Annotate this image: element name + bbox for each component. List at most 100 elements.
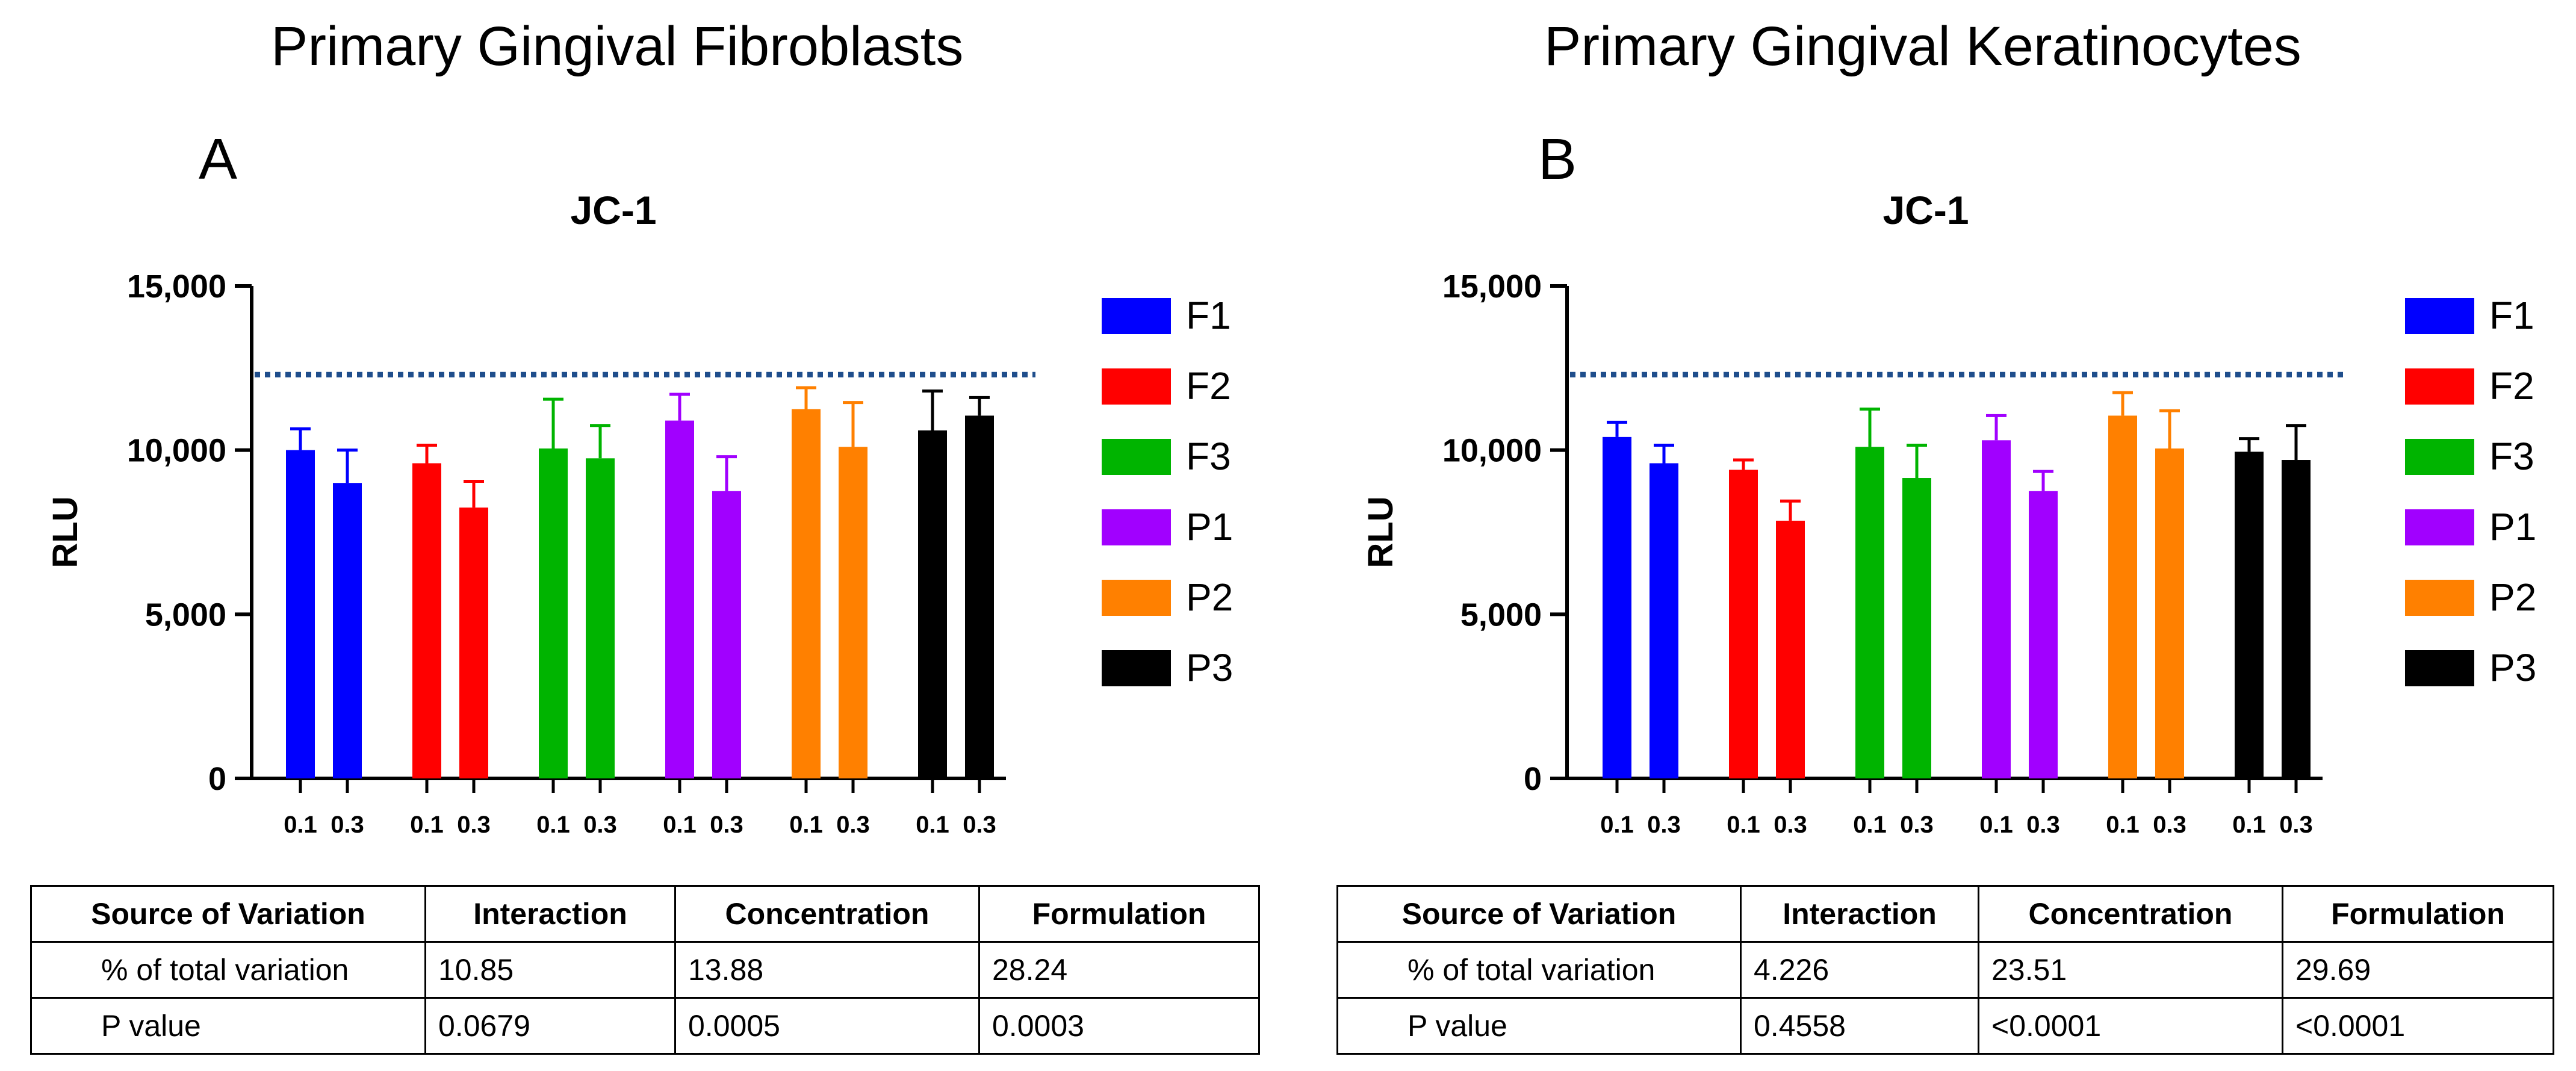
x-tick-label: 0.1	[284, 812, 317, 838]
table-cell: % of total variation	[30, 941, 426, 999]
table-header: Concentration	[1978, 885, 2283, 943]
legend-label: F2	[1186, 364, 1231, 408]
bar	[1650, 463, 1678, 778]
bar	[1776, 520, 1805, 778]
y-tick-label: 15,000	[127, 269, 226, 305]
chart-b: JC-1 RLU 0 5,000 10,000 15,000 0.1 0.3 0.1 0.3 0.1…	[1361, 188, 2536, 838]
legend-swatch	[1102, 298, 1171, 334]
legend-swatch	[2405, 368, 2474, 405]
x-tick-label: 0.3	[963, 812, 996, 838]
bar	[918, 430, 947, 778]
table-cell: <0.0001	[2282, 997, 2554, 1055]
legend-swatch	[1102, 368, 1171, 405]
bar	[412, 463, 441, 778]
table-header: Interaction	[424, 885, 676, 943]
table-header-row: Source of Variation Interaction Concentr…	[1336, 885, 2554, 943]
bar	[839, 447, 867, 778]
bar	[2282, 460, 2311, 778]
x-tick-label: 0.1	[1727, 812, 1760, 838]
bar	[712, 491, 741, 778]
figure-title: Primary Gingival Keratinocytes	[1544, 16, 2301, 77]
bar	[539, 448, 568, 778]
y-tick-label: 0	[1524, 761, 1542, 797]
legend-swatch	[1102, 650, 1171, 686]
table-cell: 29.69	[2282, 941, 2554, 999]
x-tick-label: 0.3	[457, 812, 491, 838]
x-tick-label: 0.3	[1900, 812, 1934, 838]
x-tick-label: 0.1	[789, 812, 823, 838]
chart-title: JC-1	[1882, 188, 1969, 232]
table-cell: 13.88	[674, 941, 980, 999]
table-cell: 28.24	[978, 941, 1260, 999]
y-tick-label: 10,000	[1442, 433, 1542, 469]
table-cell: 4.226	[1740, 941, 1979, 999]
bar	[1902, 478, 1931, 778]
x-tick-label: 0.3	[331, 812, 364, 838]
x-tick-label: 0.1	[1979, 812, 2013, 838]
stats-table: Source of Variation Interaction Concentr…	[30, 885, 1260, 1055]
legend-swatch	[2405, 298, 2474, 334]
table-header: Concentration	[674, 885, 980, 943]
x-tick-label: 0.1	[2106, 812, 2140, 838]
bar	[1729, 470, 1758, 778]
bar	[1855, 447, 1884, 778]
x-tick-label: 0.3	[1774, 812, 1807, 838]
table-cell: 0.0003	[978, 997, 1260, 1055]
table-cell: 0.0005	[674, 997, 980, 1055]
legend-swatch	[2405, 439, 2474, 475]
table-cell: 0.4558	[1740, 997, 1979, 1055]
table-header-row: Source of Variation Interaction Concentr…	[30, 885, 1260, 943]
table-cell: <0.0001	[1978, 997, 2283, 1055]
legend-label: F3	[2489, 435, 2534, 478]
legend-swatch	[2405, 509, 2474, 545]
table-header: Source of Variation	[30, 885, 426, 943]
x-tick-label: 0.1	[663, 812, 697, 838]
x-tick-label: 0.3	[1647, 812, 1681, 838]
table-header: Formulation	[978, 885, 1260, 943]
y-tick-label: 0	[208, 761, 226, 797]
panel-a: Primary Gingival Fibroblasts A JC-1 RLU 0 5…	[30, 16, 1260, 1055]
panel-b: Primary Gingival Keratinocytes B JC-1 RLU…	[1288, 0, 2576, 1071]
bar	[586, 458, 615, 778]
table-cell: 10.85	[424, 941, 676, 999]
bar	[2235, 452, 2264, 778]
legend-swatch	[1102, 439, 1171, 475]
legend-label: P1	[1186, 505, 1233, 548]
panel-letter: B	[1538, 127, 1577, 191]
table-row: P value 0.0679 0.0005 0.0003	[30, 997, 1260, 1055]
legend-label: F2	[2489, 364, 2534, 408]
figure-title: Primary Gingival Fibroblasts	[271, 16, 964, 77]
legend-label: F1	[2489, 294, 2534, 337]
x-tick-label: 0.1	[1853, 812, 1887, 838]
x-tick-label: 0.1	[916, 812, 949, 838]
x-tick-label: 0.1	[1600, 812, 1634, 838]
x-tick-label: 0.3	[2153, 812, 2186, 838]
x-tick-label: 0.1	[2232, 812, 2266, 838]
legend-label: F1	[1186, 294, 1231, 337]
bar	[792, 409, 821, 778]
bar	[286, 450, 315, 778]
x-tick-label: 0.3	[583, 812, 617, 838]
y-tick-label: 5,000	[145, 597, 226, 633]
bar	[2029, 491, 2058, 778]
chart-a: JC-1 RLU 0 5,000 10,000 15,000 0.1 0.3 0.1 0.3 0.1…	[46, 188, 1233, 838]
x-tick-label: 0.3	[2279, 812, 2313, 838]
y-tick-label: 5,000	[1460, 597, 1542, 633]
table-header: Source of Variation	[1336, 885, 1742, 943]
x-tick-label: 0.1	[536, 812, 570, 838]
bar	[459, 508, 488, 778]
legend-swatch	[2405, 650, 2474, 686]
table-cell: P value	[30, 997, 426, 1055]
table-cell: 23.51	[1978, 941, 2283, 999]
bar	[665, 420, 694, 778]
legend-swatch	[1102, 509, 1171, 545]
panel-letter: A	[199, 127, 238, 191]
bar	[2108, 415, 2137, 778]
y-tick-label: 10,000	[127, 433, 226, 469]
chart-title: JC-1	[570, 188, 656, 232]
bar	[333, 483, 362, 778]
table-cell: % of total variation	[1336, 941, 1742, 999]
legend-label: P2	[2489, 576, 2536, 619]
table-cell: P value	[1336, 997, 1742, 1055]
y-axis-label: RLU	[46, 496, 85, 568]
